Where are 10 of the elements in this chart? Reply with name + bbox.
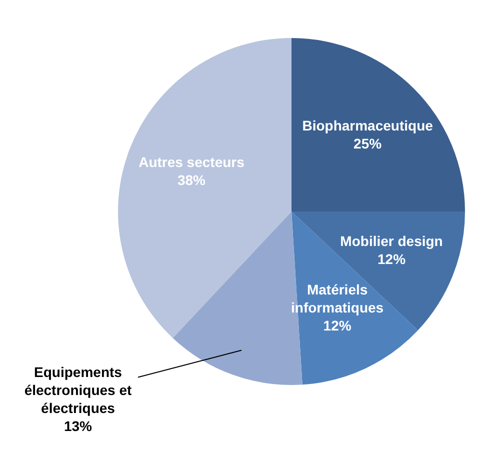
data-label: 12% [378,250,406,267]
slice-label: Mobilier design [340,232,443,249]
slice-label: Biopharmaceutique [302,117,434,134]
data-label: 38% [177,172,206,188]
slice-label: Autres secteurs [138,154,245,170]
slice-label: Matériels informatiques [291,282,384,316]
data-label: 12% [323,318,352,334]
data-label: 25% [354,135,382,152]
slice-label: Equipements électroniques et électriques [24,364,132,416]
data-label: 13% [64,418,93,434]
